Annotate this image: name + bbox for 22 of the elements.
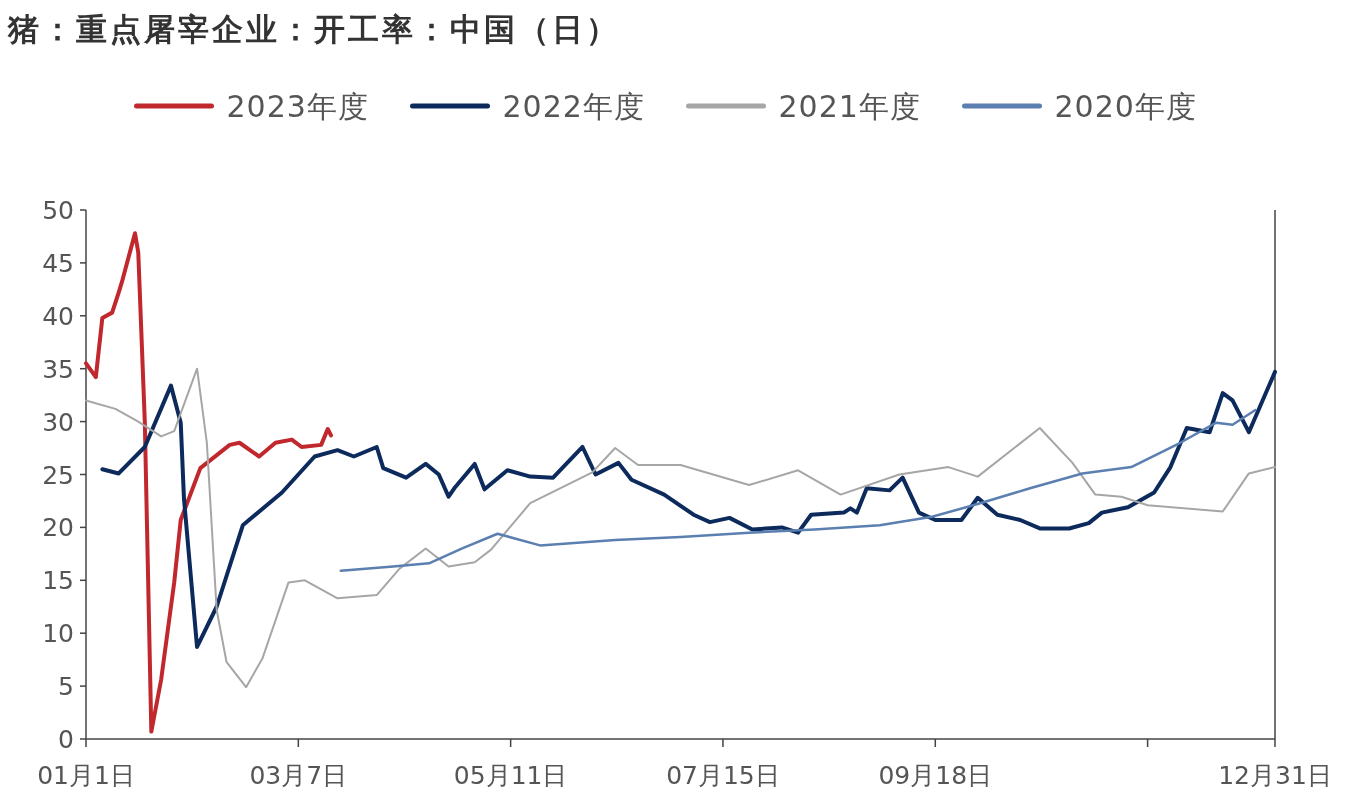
- x-tick-label: 09月18日: [878, 761, 993, 790]
- y-tick-label: 30: [42, 407, 74, 437]
- legend-label: 2022年度: [502, 89, 645, 124]
- chart-title: 猪：重点屠宰企业：开工率：中国（日）: [7, 11, 620, 47]
- y-tick-label: 35: [42, 354, 74, 384]
- y-tick-label: 15: [42, 566, 74, 596]
- legend-label: 2020年度: [1054, 89, 1197, 124]
- legend-label: 2021年度: [778, 89, 921, 124]
- y-tick-label: 0: [58, 725, 74, 754]
- x-tick-label: 03月7日: [249, 761, 348, 790]
- y-tick-label: 50: [42, 196, 74, 225]
- x-tick-label: 07月15日: [666, 761, 780, 790]
- legend-label: 2023年度: [226, 89, 369, 124]
- x-tick-label: 01月1日: [37, 761, 135, 790]
- x-tick-label: 12月31日: [1218, 761, 1332, 790]
- y-tick-label: 40: [42, 301, 74, 331]
- y-tick-label: 20: [42, 513, 74, 543]
- x-tick-label: 05月11日: [453, 761, 568, 790]
- y-tick-label: 25: [42, 460, 74, 490]
- y-tick-label: 5: [58, 672, 74, 702]
- y-tick-label: 45: [42, 248, 74, 278]
- y-tick-label: 10: [42, 619, 74, 649]
